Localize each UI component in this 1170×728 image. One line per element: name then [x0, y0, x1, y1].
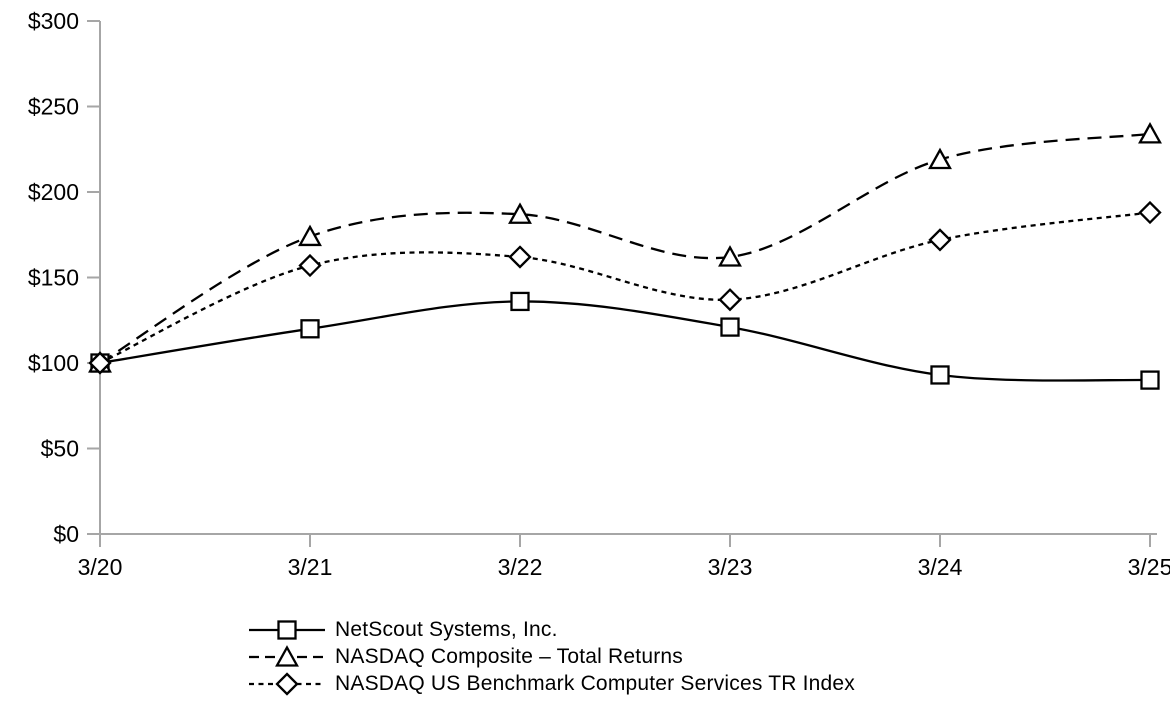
diamond-marker-icon — [275, 671, 299, 696]
square-marker — [510, 291, 530, 312]
x-axis-label: 3/25 — [1128, 554, 1170, 580]
triangle-marker — [508, 202, 532, 224]
square-marker — [930, 365, 950, 385]
legend-swatch-solid-square — [249, 619, 325, 640]
diamond-marker — [718, 288, 742, 312]
y-axis-label: $150 — [28, 265, 79, 291]
diamond-marker — [1138, 200, 1162, 225]
y-axis-label: $300 — [28, 8, 79, 34]
chart-legend: NetScout Systems, Inc. NASDAQ Composite … — [248, 616, 855, 697]
diamond-marker — [88, 351, 112, 375]
series-line-2 — [99, 211, 1151, 365]
series-line-1 — [99, 132, 1151, 364]
legend-item-nasdaq-benchmark: NASDAQ US Benchmark Computer Services TR… — [248, 670, 855, 697]
diamond-marker — [508, 245, 532, 269]
legend-item-nasdaq-composite: NASDAQ Composite – Total Returns — [248, 643, 855, 670]
x-axis-label: 3/22 — [498, 554, 543, 580]
x-axis-label: 3/21 — [288, 554, 333, 580]
legend-label-netscout: NetScout Systems, Inc. — [335, 617, 558, 641]
y-axis-label: $200 — [28, 179, 79, 205]
y-axis-label: $50 — [41, 436, 79, 462]
triangle-marker — [928, 147, 952, 170]
square-marker — [720, 317, 740, 337]
triangle-marker — [1138, 121, 1162, 144]
x-axis-label: 3/24 — [918, 554, 963, 580]
square-marker — [300, 319, 320, 339]
triangle-marker — [718, 245, 742, 267]
legend-swatch-dashed-triangle — [249, 644, 325, 667]
y-axis-label: $100 — [28, 350, 79, 376]
square-marker — [1140, 370, 1160, 390]
diamond-marker — [928, 228, 952, 252]
triangle-marker — [298, 224, 322, 247]
diamond-marker — [298, 253, 322, 278]
square-marker-icon — [277, 619, 297, 640]
legend-item-netscout: NetScout Systems, Inc. — [248, 616, 855, 643]
triangle-marker-icon — [275, 644, 299, 667]
legend-label-nasdaq-benchmark: NASDAQ US Benchmark Computer Services TR… — [335, 671, 855, 695]
y-axis-label: $250 — [28, 94, 79, 120]
legend-label-nasdaq-composite: NASDAQ Composite – Total Returns — [335, 644, 683, 668]
legend-swatch-shortdash-diamond — [249, 671, 325, 696]
y-axis-label: $0 — [53, 521, 79, 547]
x-axis-label: 3/20 — [78, 554, 123, 580]
series-line-0 — [99, 300, 1151, 382]
x-axis-label: 3/23 — [708, 554, 753, 580]
